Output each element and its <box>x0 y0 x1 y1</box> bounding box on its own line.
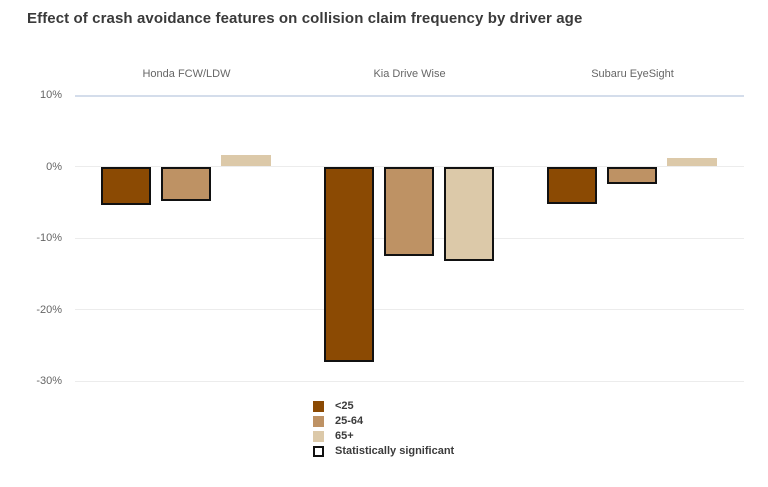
y-axis-tick-label: 0% <box>46 160 62 173</box>
bar <box>667 157 717 167</box>
gridline <box>75 380 744 382</box>
legend-item: <25 <box>313 399 454 413</box>
y-axis-tick-label: -10% <box>36 232 62 244</box>
panel-label: Kia Drive Wise <box>373 68 446 80</box>
legend-label: Statistically significant <box>335 445 455 457</box>
chart-title: Effect of crash avoidance features on co… <box>27 10 583 27</box>
legend-label: <25 <box>335 400 354 412</box>
bar <box>607 166 657 184</box>
legend: <25 25-64 65+ Statistically significant <box>313 399 454 459</box>
y-axis-tick-label: -20% <box>36 303 62 316</box>
y-axis-tick-label: 10% <box>39 89 62 101</box>
bar <box>547 166 597 204</box>
legend-item: 65+ <box>313 429 454 443</box>
y-axis-tick-label: -30% <box>36 375 62 387</box>
bar <box>444 166 494 261</box>
panel-label: Honda FCW/LDW <box>142 68 231 80</box>
legend-swatch <box>313 430 324 442</box>
gridline <box>75 95 744 97</box>
legend-label: 25-64 <box>335 415 364 427</box>
plot-area <box>75 95 744 382</box>
legend-swatch <box>313 400 324 412</box>
legend-item: 25-64 <box>313 414 454 428</box>
bar <box>101 166 151 206</box>
bar <box>161 166 211 201</box>
bar <box>324 166 374 363</box>
gridline <box>75 309 744 310</box>
legend-swatch <box>313 415 324 427</box>
bar <box>384 166 434 256</box>
legend-label: 65+ <box>335 430 354 442</box>
legend-swatch <box>313 445 324 457</box>
bar <box>221 155 271 167</box>
panel-label: Subaru EyeSight <box>591 68 674 80</box>
legend-item: Statistically significant <box>313 444 454 458</box>
